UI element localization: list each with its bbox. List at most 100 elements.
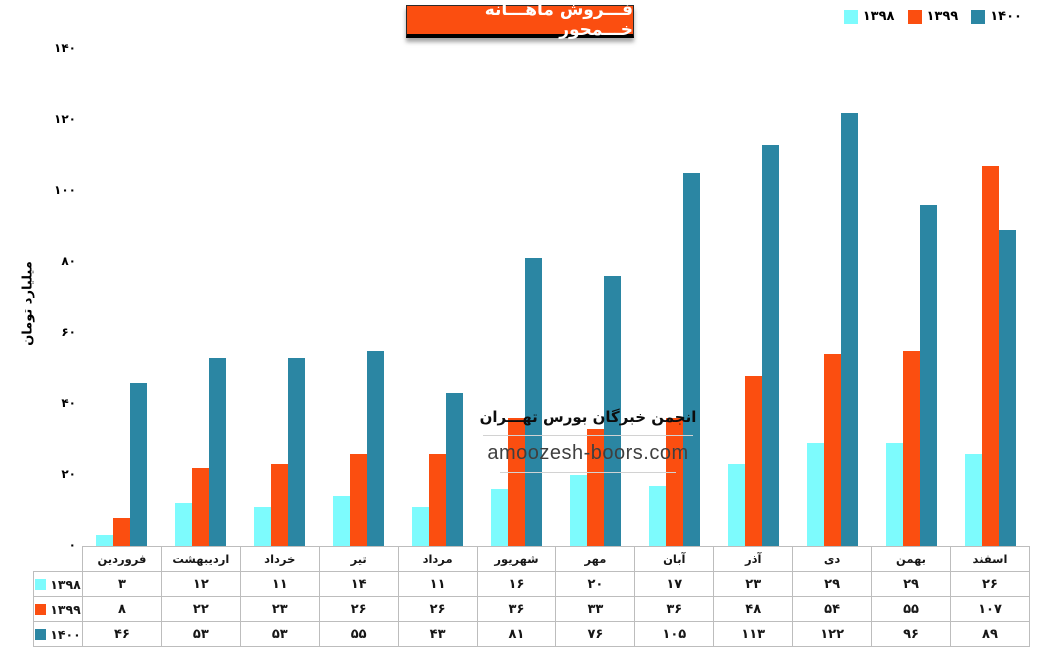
y-tick-label: ۴۰ bbox=[61, 396, 76, 410]
legend-swatch-icon bbox=[843, 9, 858, 24]
bar-۱۳۹۸ bbox=[649, 486, 666, 546]
bar-۱۳۹۸ bbox=[96, 535, 113, 546]
table-corner-cell bbox=[34, 547, 83, 572]
value-cell: ۱۰۷ bbox=[949, 596, 1031, 622]
bar-group bbox=[793, 44, 872, 546]
month-header-cell: اسفند bbox=[949, 546, 1031, 572]
value-cell: ۴۳ bbox=[397, 621, 478, 647]
watermark: انجمن خبرگان بورس تهـــران amoozesh-boor… bbox=[468, 408, 708, 479]
bar-group bbox=[872, 44, 951, 546]
month-header-cell: بهمن bbox=[871, 546, 951, 572]
value-cell: ۲۳ bbox=[713, 571, 794, 597]
month-header-cell: مهر bbox=[555, 546, 636, 572]
y-tick-label: ۲۰ bbox=[61, 467, 76, 481]
month-header-cell: خرداد bbox=[239, 546, 320, 572]
bar-۱۴۰۰ bbox=[762, 145, 779, 546]
bar-۱۴۰۰ bbox=[288, 358, 305, 546]
bar-۱۳۹۹ bbox=[350, 454, 367, 546]
value-cell: ۲۳ bbox=[239, 596, 320, 622]
y-tick-label: ۱۲۰ bbox=[54, 112, 76, 126]
month-header-cell: فروردین bbox=[82, 546, 162, 572]
bar-group bbox=[319, 44, 398, 546]
bar-۱۴۰۰ bbox=[604, 276, 621, 546]
month-header-cell: دی bbox=[792, 546, 873, 572]
row-label-cell: ۱۳۹۸ bbox=[33, 571, 83, 597]
value-cell: ۱۴ bbox=[318, 571, 399, 597]
bar-۱۳۹۹ bbox=[271, 464, 288, 546]
chart-title: فـــروش ماهـــانه خـــمحور bbox=[484, 0, 633, 40]
value-cell: ۱۲ bbox=[160, 571, 241, 597]
bar-۱۳۹۹ bbox=[903, 351, 920, 546]
value-cell: ۷۶ bbox=[555, 621, 636, 647]
bar-۱۳۹۹ bbox=[113, 518, 130, 546]
value-cell: ۲۶ bbox=[318, 596, 399, 622]
bar-۱۳۹۸ bbox=[333, 496, 350, 546]
month-header-cell: مرداد bbox=[397, 546, 478, 572]
watermark-url: amoozesh-boors.com bbox=[487, 442, 689, 464]
value-cell: ۱۱ bbox=[397, 571, 478, 597]
bar-۱۳۹۸ bbox=[728, 464, 745, 546]
bar-۱۳۹۸ bbox=[807, 443, 824, 546]
value-cell: ۵۵ bbox=[871, 596, 951, 622]
value-cell: ۲۶ bbox=[949, 571, 1031, 597]
bar-۱۳۹۸ bbox=[491, 489, 508, 546]
row-label-text: ۱۳۹۹ bbox=[50, 601, 81, 617]
value-cell: ۸۱ bbox=[476, 621, 557, 647]
bar-group bbox=[240, 44, 319, 546]
watermark-divider-top bbox=[483, 435, 693, 436]
month-header-cell: آبان bbox=[634, 546, 715, 572]
month-header-cell: آذر bbox=[713, 546, 794, 572]
bar-۱۳۹۹ bbox=[666, 418, 683, 546]
value-cell: ۲۰ bbox=[555, 571, 636, 597]
plot-area bbox=[82, 44, 1030, 546]
month-header-cell: اردیبهشت bbox=[160, 546, 241, 572]
bar-group bbox=[714, 44, 793, 546]
value-cell: ۵۳ bbox=[160, 621, 241, 647]
row-label-text: ۱۳۹۸ bbox=[50, 576, 81, 592]
value-cell: ۱۰۵ bbox=[634, 621, 715, 647]
bar-group bbox=[477, 44, 556, 546]
y-tick-label: ۶۰ bbox=[61, 325, 76, 339]
y-tick-label: ۸۰ bbox=[61, 254, 76, 268]
row-label-cell: ۱۴۰۰ bbox=[33, 621, 83, 647]
bar-۱۳۹۹ bbox=[824, 354, 841, 546]
bar-۱۳۹۹ bbox=[745, 376, 762, 546]
bar-۱۴۰۰ bbox=[841, 113, 858, 546]
bar-۱۳۹۸ bbox=[254, 507, 271, 546]
value-cell: ۵۳ bbox=[239, 621, 320, 647]
legend-label: ۱۳۹۸ bbox=[862, 9, 895, 24]
legend: ۱۳۹۸ ۱۳۹۹ ۱۴۰۰ bbox=[843, 9, 1022, 24]
bar-۱۴۰۰ bbox=[999, 230, 1016, 546]
y-tick-label: ۱۴۰ bbox=[54, 41, 76, 55]
bar-۱۳۹۸ bbox=[412, 507, 429, 546]
table-row: ۱۳۹۹ ۸ ۲۲ ۲۳ ۲۶ ۲۶ ۳۶ ۳۳ ۳۶ ۴۸ ۵۴ ۵۵ ۱۰۷ bbox=[33, 596, 1031, 622]
month-header-cell: شهریور bbox=[476, 546, 557, 572]
row-swatch-icon bbox=[35, 603, 47, 615]
value-cell: ۳۶ bbox=[634, 596, 715, 622]
bar-group bbox=[161, 44, 240, 546]
bar-۱۴۰۰ bbox=[209, 358, 226, 546]
bar-۱۳۹۸ bbox=[175, 503, 192, 546]
value-cell: ۴۶ bbox=[82, 621, 162, 647]
value-cell: ۵۵ bbox=[318, 621, 399, 647]
bar-۱۴۰۰ bbox=[920, 205, 937, 546]
legend-item-1: ۱۳۹۹ bbox=[907, 9, 959, 24]
legend-item-0: ۱۳۹۸ bbox=[843, 9, 895, 24]
legend-swatch-icon bbox=[971, 9, 986, 24]
row-label: ۱۴۰۰ bbox=[35, 627, 81, 642]
watermark-divider-bottom bbox=[500, 472, 676, 473]
bar-۱۳۹۹ bbox=[192, 468, 209, 546]
legend-label: ۱۳۹۹ bbox=[926, 9, 959, 24]
bar-۱۳۹۸ bbox=[886, 443, 903, 546]
row-swatch-icon bbox=[35, 628, 47, 640]
bar-۱۳۹۹ bbox=[587, 429, 604, 546]
value-cell: ۳ bbox=[82, 571, 162, 597]
bar-group bbox=[556, 44, 635, 546]
table-header-row: فروردین اردیبهشت خرداد تیر مرداد شهریور مهر آبا… bbox=[34, 546, 1031, 572]
bar-۱۴۰۰ bbox=[525, 258, 542, 546]
value-cell: ۲۹ bbox=[792, 571, 873, 597]
bar-۱۳۹۹ bbox=[508, 418, 525, 546]
chart-title-box: فـــروش ماهـــانه خـــمحور bbox=[406, 0, 634, 40]
value-cell: ۲۶ bbox=[397, 596, 478, 622]
value-cell: ۱۲۲ bbox=[792, 621, 873, 647]
